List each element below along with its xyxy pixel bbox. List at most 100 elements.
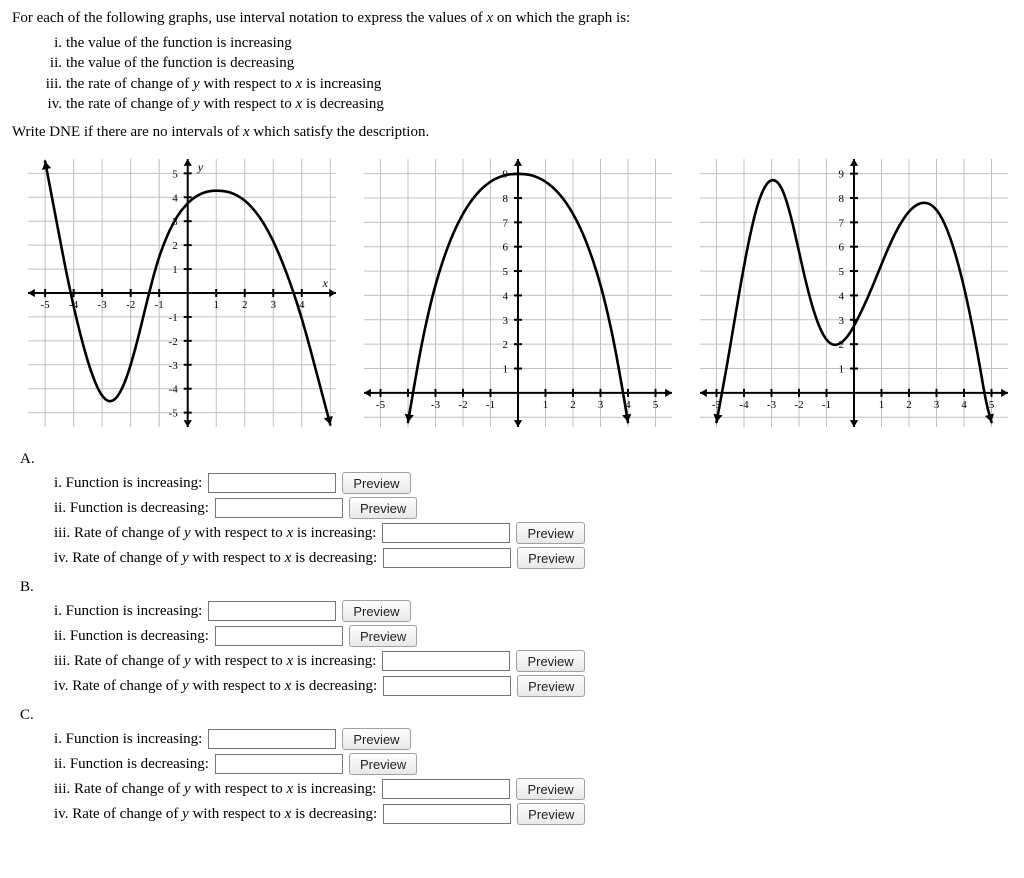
svg-text:x: x (322, 276, 329, 290)
svg-text:4: 4 (961, 399, 967, 411)
svg-text:-1: -1 (169, 312, 178, 324)
answer-row-ii: ii. Function is decreasing: Preview (54, 497, 1012, 519)
graphs-row: -5-4-3-2-11234-5-4-3-2-112345xy -5-3-2-1… (22, 153, 1012, 433)
svg-text:4: 4 (172, 192, 178, 204)
svg-text:5: 5 (653, 399, 659, 411)
answer-label: iii. Rate of change of y with respect to… (54, 653, 376, 670)
svg-text:2: 2 (172, 240, 178, 252)
preview-button[interactable]: Preview (517, 547, 585, 569)
svg-text:9: 9 (839, 169, 845, 181)
section-letter: A. (20, 451, 1012, 468)
svg-text:6: 6 (503, 242, 509, 254)
svg-text:-5: -5 (169, 408, 179, 420)
answer-input[interactable] (382, 523, 510, 543)
svg-text:3: 3 (839, 315, 845, 327)
answer-input[interactable] (383, 676, 511, 696)
svg-text:-3: -3 (169, 360, 179, 372)
graph-c: -5-4-3-2-112345123456789 (694, 153, 1012, 433)
svg-text:8: 8 (503, 193, 509, 205)
answer-label: i. Function is increasing: (54, 731, 202, 748)
answer-label: ii. Function is decreasing: (54, 500, 209, 517)
svg-text:8: 8 (839, 193, 845, 205)
answer-input[interactable] (215, 626, 343, 646)
svg-text:3: 3 (598, 399, 604, 411)
svg-text:4: 4 (503, 290, 509, 302)
answer-input[interactable] (383, 548, 511, 568)
answer-row-iv: iv. Rate of change of y with respect to … (54, 675, 1012, 697)
answer-label: i. Function is increasing: (54, 475, 202, 492)
svg-text:-5: -5 (376, 399, 386, 411)
prompt-item-iii: iii.the rate of change of y with respect… (40, 74, 1012, 94)
svg-text:3: 3 (271, 299, 277, 311)
section-b: B.i. Function is increasing: Previewii. … (20, 579, 1012, 697)
svg-text:3: 3 (934, 399, 940, 411)
svg-text:-3: -3 (431, 399, 441, 411)
preview-button[interactable]: Preview (349, 497, 417, 519)
svg-text:y: y (197, 160, 204, 174)
svg-text:1: 1 (543, 399, 549, 411)
preview-button[interactable]: Preview (342, 472, 410, 494)
preview-button[interactable]: Preview (517, 803, 585, 825)
answer-input[interactable] (382, 651, 510, 671)
dne-instruction: Write DNE if there are no intervals of x… (12, 124, 1012, 141)
svg-text:4: 4 (839, 290, 845, 302)
prompt-intro: For each of the following graphs, use in… (12, 10, 1012, 27)
answer-row-ii: ii. Function is decreasing: Preview (54, 753, 1012, 775)
answer-label: iv. Rate of change of y with respect to … (54, 550, 377, 567)
answer-label: iv. Rate of change of y with respect to … (54, 806, 377, 823)
answer-label: ii. Function is decreasing: (54, 756, 209, 773)
prompt-list: i.the value of the function is increasin… (40, 33, 1012, 114)
prompt-intro-pre: For each of the following graphs, use in… (12, 10, 486, 26)
graph-b: -5-3-2-112345123456789 (358, 153, 676, 433)
answer-row-iii: iii. Rate of change of y with respect to… (54, 522, 1012, 544)
preview-button[interactable]: Preview (342, 600, 410, 622)
answer-input[interactable] (208, 601, 336, 621)
preview-button[interactable]: Preview (349, 625, 417, 647)
answer-row-i: i. Function is increasing: Preview (54, 472, 1012, 494)
svg-text:-2: -2 (169, 336, 178, 348)
svg-text:2: 2 (503, 339, 509, 351)
answer-row-i: i. Function is increasing: Preview (54, 600, 1012, 622)
svg-text:1: 1 (503, 364, 509, 376)
svg-text:1: 1 (213, 299, 219, 311)
preview-button[interactable]: Preview (516, 522, 584, 544)
answer-row-iv: iv. Rate of change of y with respect to … (54, 547, 1012, 569)
answer-row-ii: ii. Function is decreasing: Preview (54, 625, 1012, 647)
prompt-intro-post: on which the graph is: (493, 10, 630, 26)
answer-label: ii. Function is decreasing: (54, 628, 209, 645)
preview-button[interactable]: Preview (516, 778, 584, 800)
answer-input[interactable] (208, 729, 336, 749)
svg-text:1: 1 (839, 364, 845, 376)
answer-input[interactable] (382, 779, 510, 799)
svg-text:7: 7 (503, 217, 509, 229)
preview-button[interactable]: Preview (349, 753, 417, 775)
preview-button[interactable]: Preview (517, 675, 585, 697)
answer-row-i: i. Function is increasing: Preview (54, 728, 1012, 750)
svg-text:2: 2 (242, 299, 248, 311)
svg-text:-5: -5 (41, 299, 51, 311)
svg-text:-3: -3 (767, 399, 777, 411)
svg-text:-4: -4 (169, 384, 179, 396)
answer-label: iii. Rate of change of y with respect to… (54, 525, 376, 542)
svg-text:-1: -1 (486, 399, 495, 411)
answer-label: iv. Rate of change of y with respect to … (54, 678, 377, 695)
preview-button[interactable]: Preview (342, 728, 410, 750)
answer-row-iv: iv. Rate of change of y with respect to … (54, 803, 1012, 825)
svg-text:-3: -3 (98, 299, 108, 311)
svg-text:2: 2 (906, 399, 912, 411)
answer-input[interactable] (383, 804, 511, 824)
svg-text:5: 5 (989, 399, 995, 411)
answer-label: i. Function is increasing: (54, 603, 202, 620)
svg-text:-2: -2 (794, 399, 803, 411)
answer-row-iii: iii. Rate of change of y with respect to… (54, 650, 1012, 672)
answer-row-iii: iii. Rate of change of y with respect to… (54, 778, 1012, 800)
section-letter: C. (20, 707, 1012, 724)
answer-input[interactable] (215, 754, 343, 774)
svg-text:5: 5 (839, 266, 845, 278)
preview-button[interactable]: Preview (516, 650, 584, 672)
section-a: A.i. Function is increasing: Previewii. … (20, 451, 1012, 569)
answer-input[interactable] (208, 473, 336, 493)
svg-text:1: 1 (879, 399, 885, 411)
answer-input[interactable] (215, 498, 343, 518)
svg-text:-1: -1 (155, 299, 164, 311)
